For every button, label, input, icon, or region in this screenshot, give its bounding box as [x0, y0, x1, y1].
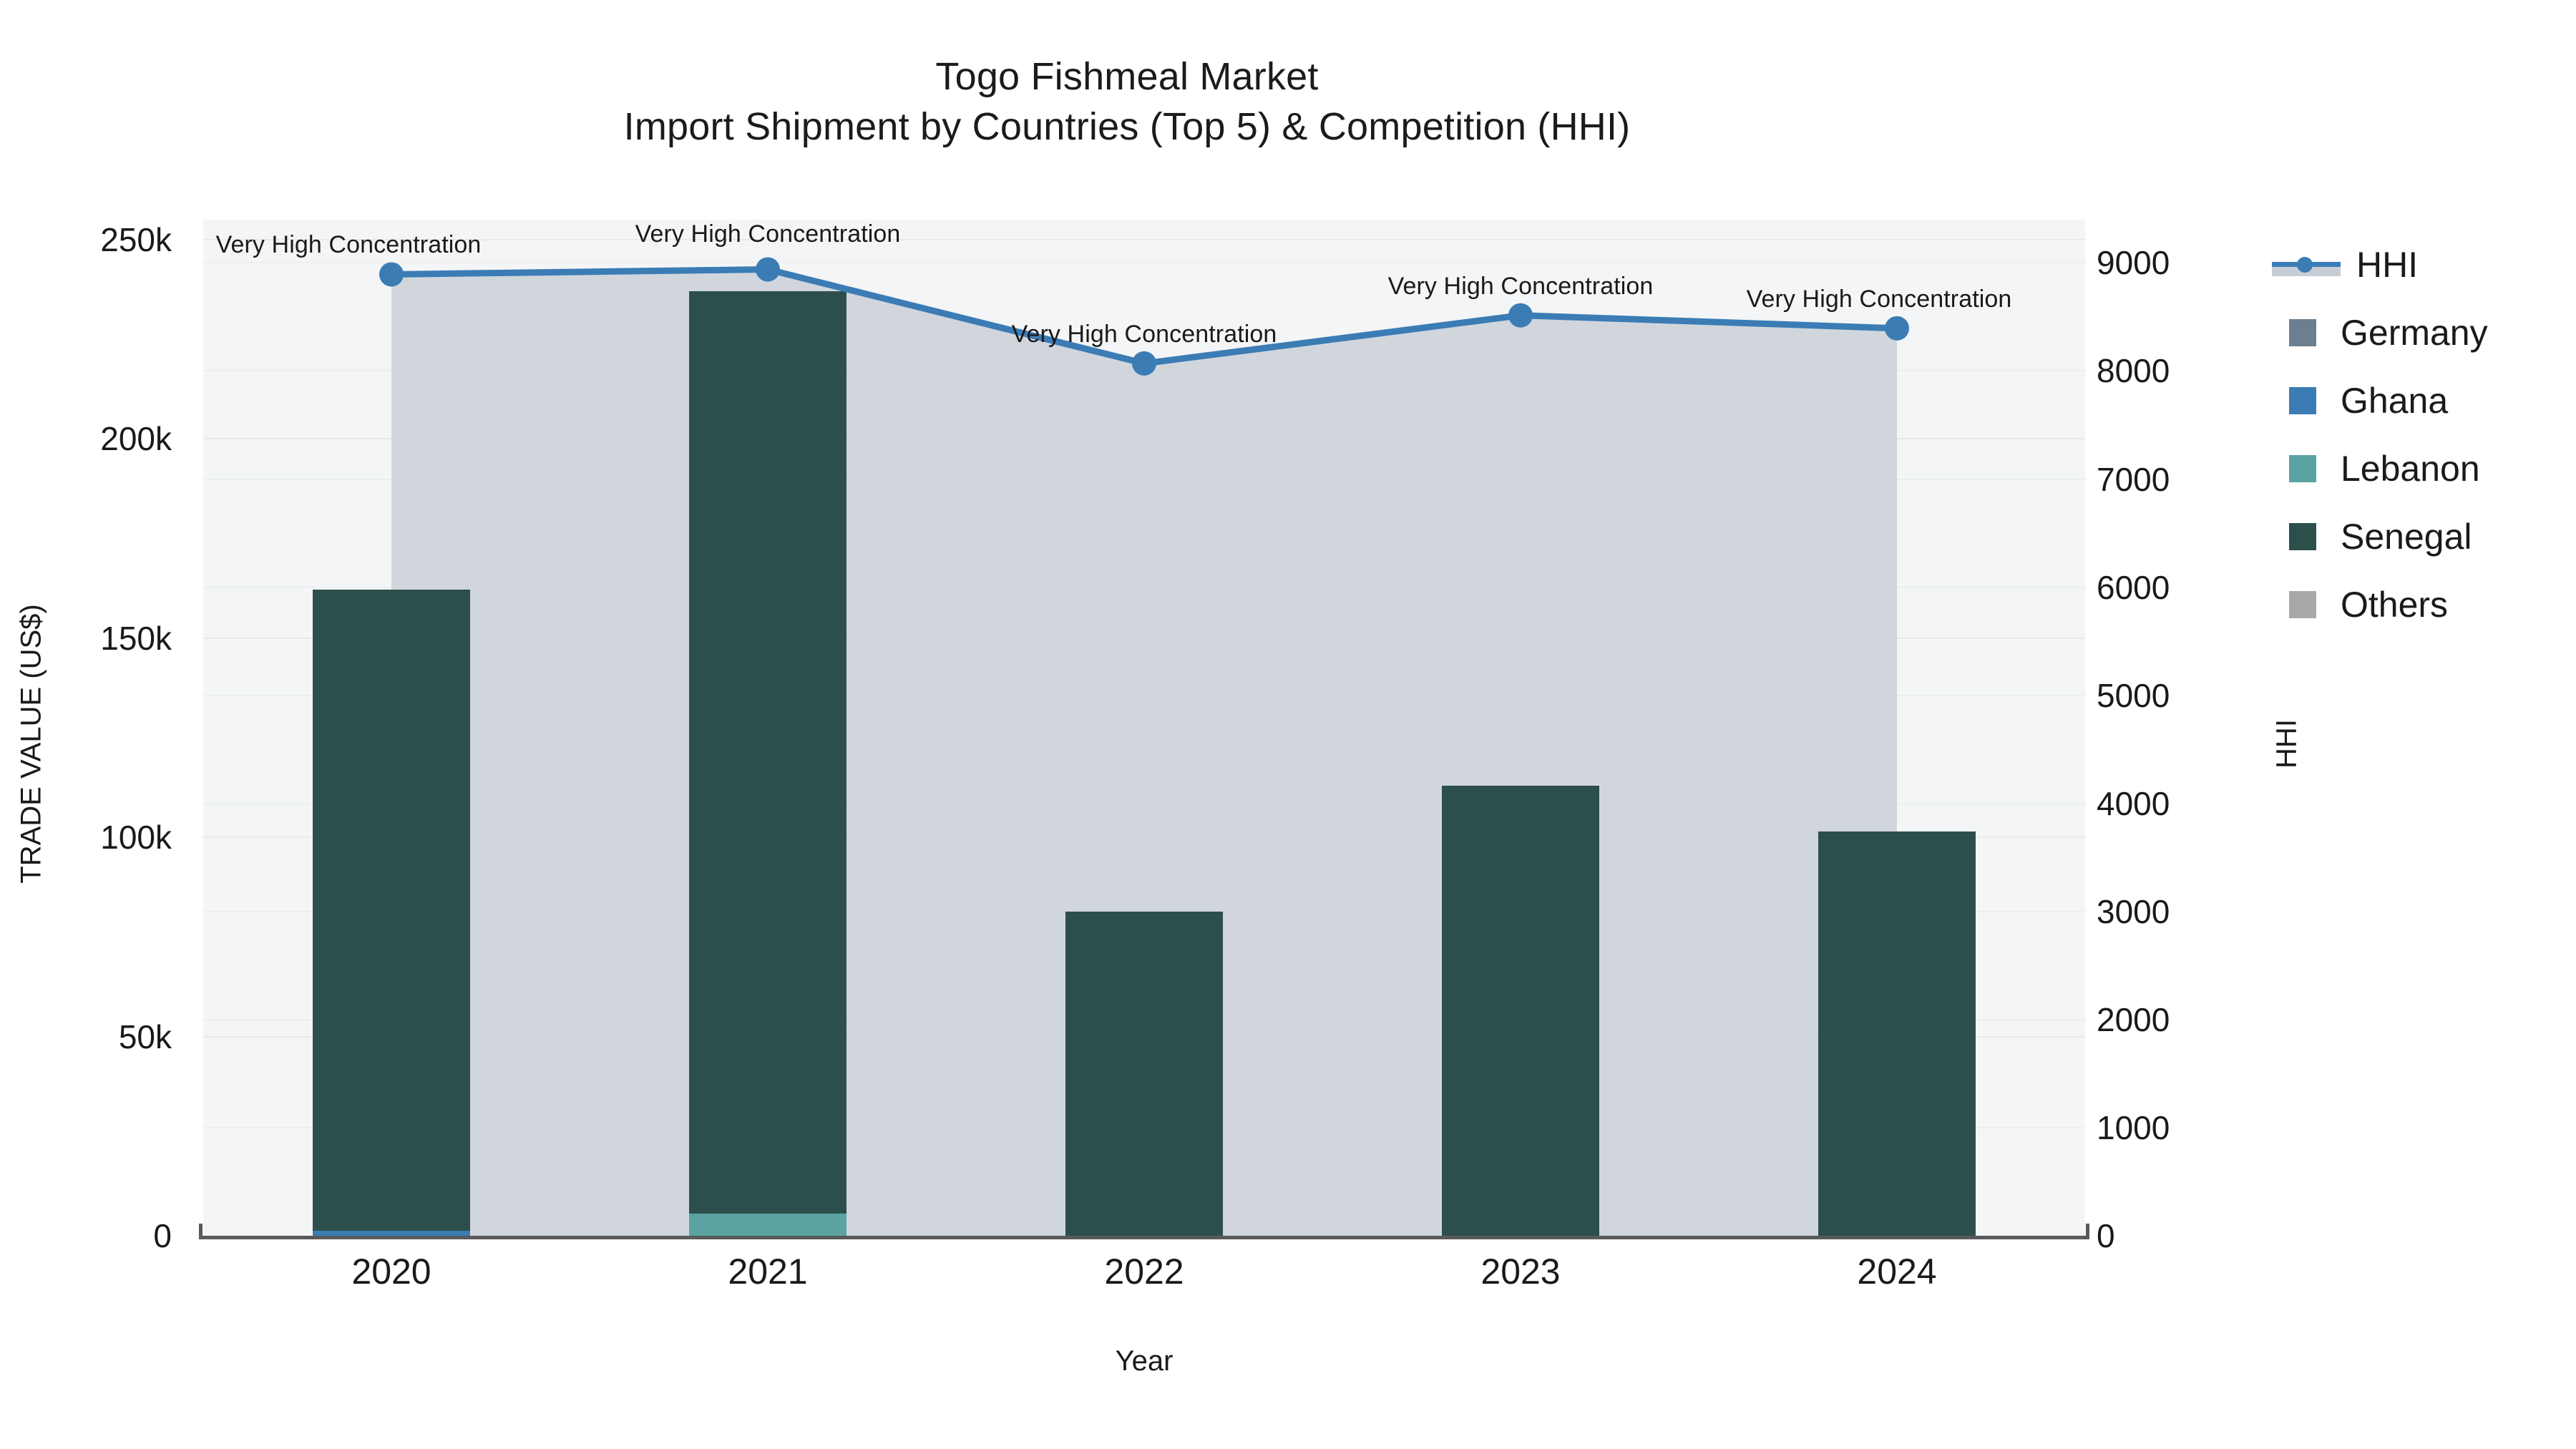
- y-tick-right: 3000: [2097, 892, 2170, 930]
- legend-item-germany[interactable]: Germany: [2272, 298, 2572, 366]
- legend-swatch-germany: [2289, 318, 2316, 346]
- y-tick-right: 7000: [2097, 460, 2170, 498]
- y-tick-right: 1000: [2097, 1108, 2170, 1146]
- y-tick-right: 6000: [2097, 568, 2170, 606]
- x-axis-title: Year: [1115, 1345, 1174, 1377]
- y-tick-left: 100k: [100, 819, 172, 857]
- bar-segment-senegal[interactable]: [1441, 785, 1600, 1236]
- chart-legend: HHI Germany Ghana Lebanon Senegal Others: [2272, 230, 2572, 638]
- bar-segment-lebanon[interactable]: [688, 1214, 847, 1236]
- y-tick-left: 200k: [100, 420, 172, 458]
- chart-subtitle: Import Shipment by Countries (Top 5) & C…: [623, 105, 1631, 149]
- legend-item-senegal[interactable]: Senegal: [2272, 502, 2572, 570]
- y-tick-left: 0: [153, 1217, 172, 1254]
- annotation-label: Very High Concentration: [635, 220, 901, 248]
- legend-label: Lebanon: [2341, 448, 2480, 489]
- hhi-marker[interactable]: [379, 262, 404, 287]
- x-tick-2020: 2020: [351, 1252, 431, 1292]
- x-tick-2024: 2024: [1857, 1252, 1937, 1292]
- bar-group[interactable]: [1065, 912, 1224, 1236]
- legend-marker-dot: [2297, 256, 2313, 273]
- chart-title-block: Togo Fishmeal Market Import Shipment by …: [0, 52, 2254, 152]
- hhi-marker[interactable]: [1885, 316, 1909, 341]
- legend-swatch-lebanon: [2289, 454, 2316, 482]
- legend-label: HHI: [2356, 244, 2419, 285]
- y-tick-left: 250k: [100, 220, 172, 258]
- bar-group[interactable]: [688, 291, 847, 1236]
- y-tick-left: 50k: [118, 1018, 172, 1055]
- plot-clip: [203, 220, 2085, 1236]
- legend-label: Senegal: [2341, 516, 2472, 557]
- bar-segment-senegal[interactable]: [312, 589, 471, 1231]
- legend-line-icon: [2272, 251, 2341, 278]
- bar-group[interactable]: [312, 589, 471, 1236]
- x-tick-2023: 2023: [1480, 1252, 1561, 1292]
- bar-segment-senegal[interactable]: [688, 291, 847, 1214]
- legend-item-hhi[interactable]: HHI: [2272, 230, 2572, 298]
- gridline-right: [203, 262, 2085, 264]
- bar-group[interactable]: [1441, 785, 1600, 1236]
- legend-item-others[interactable]: Others: [2272, 570, 2572, 638]
- bar-segment-senegal[interactable]: [1818, 831, 1976, 1236]
- legend-label: Ghana: [2341, 380, 2449, 421]
- gridline-left: [203, 238, 2085, 240]
- legend-label: Germany: [2341, 312, 2488, 353]
- hhi-marker[interactable]: [1508, 303, 1533, 328]
- y-tick-right: 0: [2097, 1217, 2115, 1254]
- legend-item-ghana[interactable]: Ghana: [2272, 366, 2572, 434]
- x-tick-2022: 2022: [1104, 1252, 1184, 1292]
- legend-swatch-senegal: [2289, 522, 2316, 550]
- annotation-label: Very High Concentration: [1746, 285, 2012, 313]
- legend-swatch-others: [2289, 590, 2316, 618]
- annotation-label: Very High Concentration: [1011, 320, 1277, 348]
- x-axis-cap-right: [2086, 1224, 2089, 1239]
- x-tick-2021: 2021: [728, 1252, 808, 1292]
- y-tick-right: 5000: [2097, 676, 2170, 714]
- legend-label: Others: [2341, 584, 2449, 625]
- legend-item-lebanon[interactable]: Lebanon: [2272, 434, 2572, 502]
- hhi-marker[interactable]: [756, 257, 780, 282]
- legend-swatch-ghana: [2289, 386, 2316, 414]
- bar-segment-ghana[interactable]: [312, 1231, 471, 1236]
- y-tick-right: 8000: [2097, 352, 2170, 390]
- y-tick-right: 4000: [2097, 784, 2170, 822]
- annotation-label: Very High Concentration: [215, 231, 482, 259]
- hhi-line-path: [388, 265, 1901, 367]
- x-axis-line: [199, 1236, 2089, 1239]
- plot-area: Very High Concentration Very High Concent…: [203, 220, 2085, 1236]
- y-axis-right-title: HHI: [2270, 719, 2303, 769]
- y-tick-right: 2000: [2097, 1000, 2170, 1038]
- y-tick-right: 9000: [2097, 244, 2170, 282]
- x-axis-cap-left: [199, 1224, 203, 1239]
- hhi-marker[interactable]: [1132, 351, 1156, 376]
- bar-segment-senegal[interactable]: [1065, 912, 1224, 1236]
- y-tick-left: 150k: [100, 619, 172, 657]
- annotation-label: Very High Concentration: [1387, 272, 1654, 300]
- hhi-markers: [379, 257, 1909, 376]
- hhi-line-series: [379, 257, 1909, 376]
- chart-title: Togo Fishmeal Market: [935, 55, 1319, 98]
- bar-group[interactable]: [1818, 831, 1976, 1236]
